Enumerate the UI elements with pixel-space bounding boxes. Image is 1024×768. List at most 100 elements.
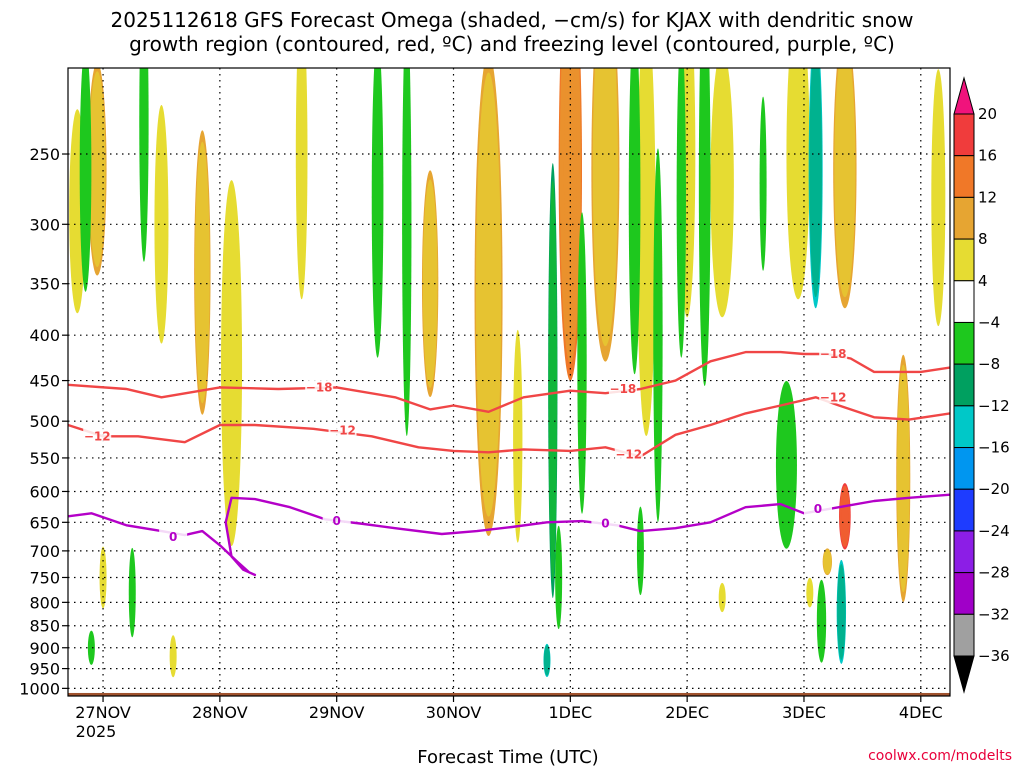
- y-tick-label-550: 550: [29, 449, 60, 468]
- colorbar-label-2: 12: [978, 188, 997, 206]
- contour-label--12-3: −12: [820, 390, 847, 404]
- contour-label--18-1: −18: [610, 382, 637, 396]
- colorbar-label-11: −28: [978, 564, 1010, 582]
- colorbar-label-9: −20: [978, 480, 1010, 498]
- omega-halo-18: [896, 364, 910, 593]
- colorbar-label-4: 4: [978, 272, 988, 290]
- contour-0: [68, 493, 950, 577]
- x-tick-label-30NOV: 30NOV: [426, 703, 482, 722]
- omega-region-34: [759, 96, 767, 271]
- contour-label-bg-0-2: [591, 515, 620, 530]
- x-tick-label-29NOV: 29NOV: [309, 703, 365, 722]
- omega-region-39: [87, 630, 95, 665]
- contour-label-0-2: 0: [601, 517, 609, 531]
- colorbar-box-6: [953, 363, 975, 407]
- y-axis: 250 300 350 400 450 500 550 600 650 700 750 800 850 9…: [19, 145, 68, 698]
- contour-label-bg--18-1: [608, 381, 637, 396]
- contour-label-0-0: 0: [169, 530, 177, 544]
- y-tick-label-250: 250: [29, 145, 60, 164]
- colorbar-label-1: 16: [978, 147, 997, 165]
- omega-region-24: [79, 68, 92, 292]
- contour-label-bg-0-0: [159, 528, 188, 543]
- omega-region-29: [577, 212, 587, 514]
- omega-halo-10: [592, 68, 618, 347]
- x-axis-title: Forecast Time (UTC): [417, 747, 598, 768]
- y-tick-label-350: 350: [29, 275, 60, 294]
- colorbar-label-5: −4: [978, 313, 1000, 331]
- colorbar-box-9: [953, 488, 975, 532]
- contour-label--18-2: −18: [820, 347, 847, 361]
- omega-region-11: [636, 68, 656, 436]
- contour-label-bg-0-1: [322, 513, 351, 528]
- omega-region-20: [99, 546, 107, 609]
- colorbar-box-8: [953, 447, 975, 490]
- y-tick-label-900: 900: [29, 639, 60, 658]
- colorbar-label-13: −36: [978, 647, 1010, 665]
- contour-label--18-0: −18: [306, 380, 333, 394]
- chart-title-line2: growth region (contoured, red, ºC) and f…: [129, 32, 895, 56]
- omega-halo-15: [834, 68, 856, 298]
- x-tick-label-1DEC: 1DEC: [548, 703, 592, 722]
- contour-label-bg--12-3: [819, 389, 848, 404]
- colorbar-box-12: [953, 613, 975, 657]
- omega-halo-28: [548, 180, 558, 581]
- x-tick-label-4DEC: 4DEC: [899, 703, 943, 722]
- colorbar-box-0: [953, 113, 975, 157]
- y-tick-label-850: 850: [29, 617, 60, 636]
- contour-label-bg--12-0: [83, 428, 112, 443]
- colorbar-box-11: [953, 572, 975, 615]
- omega-halo-3: [194, 141, 210, 404]
- omega-region-21: [169, 635, 177, 678]
- y-tick-label-650: 650: [29, 513, 60, 532]
- omega-region-27: [402, 68, 412, 436]
- y-tick-label-400: 400: [29, 326, 60, 345]
- contour-label-bg--12-1: [328, 422, 357, 437]
- omega-region-22: [806, 577, 814, 608]
- y-tick-label-450: 450: [29, 372, 60, 391]
- colorbar-label-7: −12: [978, 397, 1010, 415]
- temperature-contours: −18 −18 −18 −12 −12 −12 −12 0 0 0 0: [68, 345, 950, 577]
- omega-region-4: [221, 180, 243, 546]
- colorbar-label-6: −8: [978, 355, 1000, 373]
- y-tick-label-700: 700: [29, 542, 60, 561]
- x-tick-label-27NOV: 27NOV: [75, 703, 131, 722]
- colorbar-top-triangle: [953, 76, 975, 115]
- omega-region-43: [636, 506, 644, 596]
- watermark: coolwx.com/modelts: [868, 748, 1012, 764]
- omega-region-2: [154, 104, 169, 344]
- omega-region-35: [775, 380, 797, 549]
- colorbar-label-10: −24: [978, 522, 1010, 540]
- y-tick-label-600: 600: [29, 482, 60, 501]
- colorbar-box-1: [953, 155, 975, 198]
- omega-region-5: [295, 68, 308, 300]
- omega-halo-41: [543, 645, 551, 676]
- omega-region-32: [676, 68, 686, 358]
- contour-label--12-0: −12: [84, 429, 111, 443]
- omega-region-42: [555, 525, 563, 630]
- contour-label--12-1: −12: [329, 423, 356, 437]
- colorbar-box-7: [953, 405, 975, 449]
- grid-lines: [68, 68, 950, 696]
- contour-label-bg--18-2: [819, 345, 848, 360]
- omega-halo-6: [422, 179, 438, 388]
- x-tick-label-3DEC: 3DEC: [782, 703, 826, 722]
- x-tick-label-28NOV: 28NOV: [192, 703, 248, 722]
- omega-region-14: [786, 68, 810, 300]
- colorbar-bottom-triangle: [953, 655, 975, 694]
- omega-halo-7: [475, 72, 502, 517]
- colorbar-box-2: [953, 196, 975, 240]
- omega-region-25: [139, 68, 149, 262]
- omega-region-26: [371, 68, 384, 358]
- omega-region-40: [128, 547, 136, 638]
- x-axis: 27NOV 28NOV 29NOV 30NOV 1DEC 2DEC 3DEC 4DEC: [75, 696, 943, 722]
- omega-halo-36: [809, 68, 822, 298]
- y-tick-label-500: 500: [29, 412, 60, 431]
- omega-halo-9: [559, 68, 581, 364]
- x-tick-label-2DEC: 2DEC: [665, 703, 709, 722]
- omega-halo-17: [823, 549, 832, 575]
- omega-region-23: [718, 582, 726, 613]
- plot-area: −18 −18 −18 −12 −12 −12 −12 0 0 0 0: [67, 67, 951, 697]
- omega-halo-1: [88, 71, 106, 268]
- terrain-ground: [68, 692, 950, 696]
